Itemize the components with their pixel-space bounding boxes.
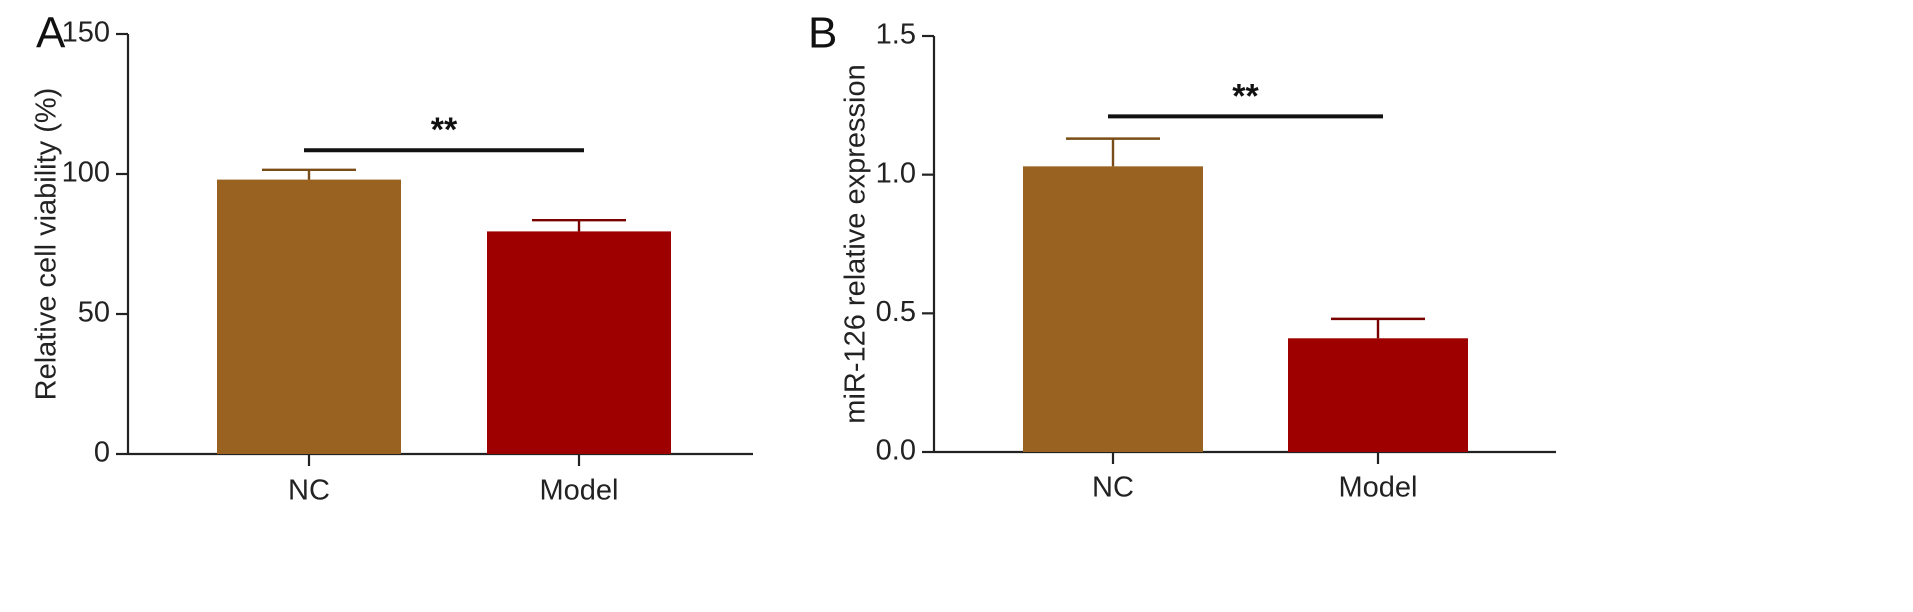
bar-nc	[217, 179, 401, 454]
y-tick-label: 1.0	[876, 157, 916, 189]
bar-model	[1288, 338, 1468, 452]
y-tick-label: 0	[94, 437, 110, 469]
panel-label: A	[36, 9, 66, 58]
y-tick-label: 150	[62, 17, 110, 49]
x-tick-label: NC	[1092, 472, 1134, 504]
significance-label: **	[1232, 77, 1259, 115]
x-tick-label: NC	[288, 475, 330, 507]
panel-a: A 0 50 100 150 Relative cell viability (%) NC M…	[31, 9, 753, 507]
bar-model	[487, 231, 671, 454]
y-axis-title: miR-126 relative expression	[840, 64, 872, 423]
bar-nc	[1023, 166, 1203, 452]
y-axis-title: Relative cell viability (%)	[31, 88, 63, 401]
panel-label: B	[808, 9, 837, 58]
y-tick-label: 0.0	[876, 435, 916, 467]
y-tick-label: 50	[78, 297, 110, 329]
y-tick-label: 0.5	[876, 296, 916, 328]
x-tick-label: Model	[1339, 472, 1418, 504]
significance-label: **	[431, 111, 458, 149]
y-tick-label: 100	[62, 157, 110, 189]
x-tick-label: Model	[540, 475, 619, 507]
y-tick-label: 1.5	[876, 19, 916, 51]
